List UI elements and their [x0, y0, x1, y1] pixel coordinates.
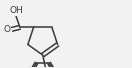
Text: OH: OH — [9, 6, 23, 15]
Text: O: O — [3, 25, 10, 34]
